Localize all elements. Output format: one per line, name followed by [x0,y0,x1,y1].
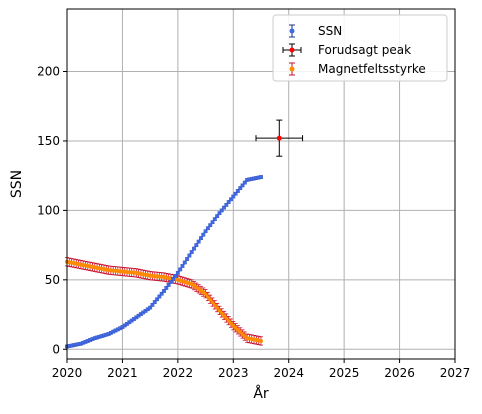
axis-ticks: 2020 2021 2022 2023 2024 2025 2026 2027 0 50 100 15… [37,65,470,381]
ssn-marker [166,282,171,287]
ssn-marker [201,232,206,237]
ssn-point [175,270,180,275]
y-tick-label: 200 [37,65,60,79]
mag-point [224,313,229,323]
ssn-marker [178,267,183,272]
y-axis-label: SSN [9,170,25,198]
y-tick-label: 0 [52,342,60,356]
ssn-marker [175,270,180,275]
mag-point [219,308,224,318]
mag-point [228,318,233,328]
y-tick-label: 50 [45,273,60,287]
mag-point [182,277,187,287]
legend-label: Magnetfeltsstyrke [318,62,426,76]
series-forudsagt-peak [255,119,304,157]
ssn-point [215,214,220,219]
ssn-point [201,232,206,237]
legend-label: Forudsagt peak [318,43,411,57]
ssn-marker [173,273,178,278]
ssn-point [212,217,217,222]
ssn-marker [168,279,173,284]
mag-point [259,336,263,346]
mag-marker [219,310,224,315]
ssn-marker [180,263,185,268]
ssn-marker [259,175,263,180]
legend-marker [289,66,295,72]
mag-marker [224,316,229,321]
mag-point [217,305,222,315]
x-axis-label: År [253,385,269,402]
mag-point [238,327,243,337]
ssn-point [189,250,194,255]
series-magnetfeltsstyrke [65,257,263,346]
mag-point [231,321,236,331]
mag-marker [222,313,227,318]
ssn-marker [171,276,176,281]
ssn-point [180,263,185,268]
y-tick-label: 150 [37,134,60,148]
mag-point [226,316,231,326]
ssn-marker [164,285,169,290]
ssn-point [187,253,192,258]
x-tick-label: 2021 [107,366,138,380]
plot-frame [66,8,456,360]
peak-marker [276,135,282,141]
mag-marker [226,318,231,323]
ssn-marker [185,257,190,261]
ssn-point [208,223,213,228]
ssn-marker [208,223,213,228]
ssn-point [164,285,169,290]
x-tick-label: 2020 [52,366,83,380]
legend-box [272,14,448,82]
ssn-marker [189,250,194,255]
legend-label: SSN [318,24,342,38]
ssn-marker [194,243,199,248]
x-tick-label: 2025 [329,366,360,380]
ssn-point [194,243,199,248]
x-tick-label: 2024 [273,366,304,380]
ssn-point [192,246,197,251]
x-tick-label: 2023 [218,366,249,380]
series-ssn [65,175,263,349]
x-tick-label: 2022 [163,366,194,380]
ssn-marker [215,214,220,219]
mag-point [185,278,190,288]
legend-marker [289,47,295,53]
ssn-marker [210,220,215,225]
ssn-point [178,267,183,272]
mag-marker [228,321,233,326]
ssn-marker [212,217,217,222]
ssn-marker [198,236,203,241]
legend-entry: Magnetfeltsstyrke [289,62,426,76]
ssn-marker [196,239,201,244]
legend-entry: SSN [289,24,342,38]
ssn-point [162,288,166,293]
ssn-point [182,260,187,265]
ssn-point [198,236,203,241]
mag-point [222,310,227,321]
ssn-point [259,175,263,180]
ssn-marker [182,260,187,265]
legend-entry: Forudsagt peak [282,43,411,57]
ssn-point [196,239,201,244]
legend-marker [289,28,295,34]
ssn-marker [192,246,197,251]
ssn-marker [162,288,166,293]
legend: SSN Forudsagt peak Magnetfeltsstyrke [272,14,448,82]
mag-marker [217,308,222,313]
y-tick-label: 100 [37,203,60,217]
x-tick-label: 2027 [440,366,471,380]
x-tick-label: 2026 [384,366,415,380]
ssn-marker [187,253,192,258]
mag-marker [259,338,263,343]
ssn-point [185,257,190,261]
ssn-point [173,273,178,278]
ssn-marker [205,226,210,231]
ssn-marker [203,229,208,234]
